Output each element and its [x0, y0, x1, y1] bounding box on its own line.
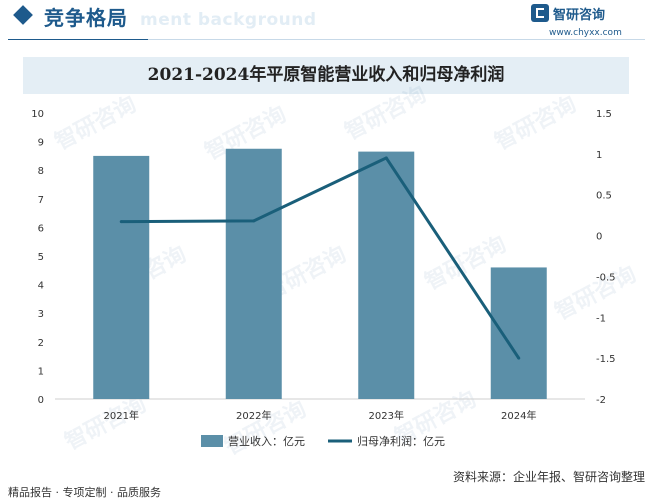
section-title: 竞争格局: [44, 6, 128, 30]
bar: [93, 155, 150, 399]
header: 竞争格局 ment background 智研咨询 www.chyxx.com: [0, 0, 653, 40]
logo-url: www.chyxx.com: [549, 28, 622, 38]
x-tick-label: 2021年: [104, 409, 139, 422]
y-left-tick-label: 4: [38, 281, 44, 292]
y-right-tick-label: 1: [596, 150, 602, 161]
chart-title: 2021-2024年平原智能营业收入和归母净利润: [147, 65, 505, 85]
line-point: [119, 220, 123, 224]
legend-swatch-bar: [201, 435, 223, 447]
logo-icon: [531, 4, 549, 22]
y-left-tick-label: 9: [38, 138, 44, 149]
y-right-tick-label: 0: [596, 232, 602, 243]
watermark-text: 智研咨询: [491, 91, 581, 155]
x-tick-label: 2023年: [369, 409, 404, 422]
line-point: [252, 219, 256, 223]
x-tick-label: 2024年: [501, 409, 536, 422]
header-divider: [8, 39, 645, 40]
y-right-tick-label: -0.5: [596, 272, 616, 283]
y-right-tick-label: -1: [596, 313, 606, 324]
y-left-tick-label: 0: [38, 395, 44, 406]
x-tick-label: 2022年: [236, 409, 271, 422]
legend-label-bar: 营业收入：亿元: [228, 434, 305, 448]
y-right-tick-label: -1.5: [596, 354, 616, 365]
chart-title-band: 2021-2024年平原智能营业收入和归母净利润: [23, 57, 629, 94]
y-left-tick-label: 1: [38, 366, 44, 377]
watermark-text: 智研咨询: [341, 81, 431, 145]
line-series: [121, 156, 521, 359]
y-right-tick-label: -2: [596, 395, 606, 406]
bar: [490, 267, 547, 399]
y-left-tick-label: 3: [38, 309, 44, 320]
y-left-tick-label: 5: [38, 252, 44, 263]
brand-logo: 智研咨询 www.chyxx.com: [531, 4, 641, 40]
data-source: 资料来源：企业年报、智研咨询整理: [452, 470, 645, 484]
line-point: [384, 156, 388, 160]
legend-label-line: 归母净利润：亿元: [357, 434, 445, 448]
logo-name: 智研咨询: [553, 8, 606, 23]
y-left-tick-label: 6: [38, 223, 44, 234]
header-watermark-text: ment background: [140, 10, 317, 30]
y-left-tick-label: 8: [38, 166, 44, 177]
bar: [358, 151, 415, 399]
footer-tagline: 精品报告 · 专项定制 · 品质服务: [8, 486, 161, 499]
watermark-text: 智研咨询: [61, 391, 151, 455]
y-left-tick-label: 2: [38, 338, 44, 349]
watermark-text: 智研咨询: [51, 91, 141, 155]
y-right-tick-label: 0.5: [596, 191, 612, 202]
y-right-tick-label: 1.5: [596, 109, 612, 120]
y-left-tick-label: 10: [31, 109, 44, 120]
bar: [225, 148, 282, 399]
y-left-tick-label: 7: [38, 195, 44, 206]
watermark-text: 智研咨询: [221, 396, 311, 460]
line-point: [517, 356, 521, 360]
